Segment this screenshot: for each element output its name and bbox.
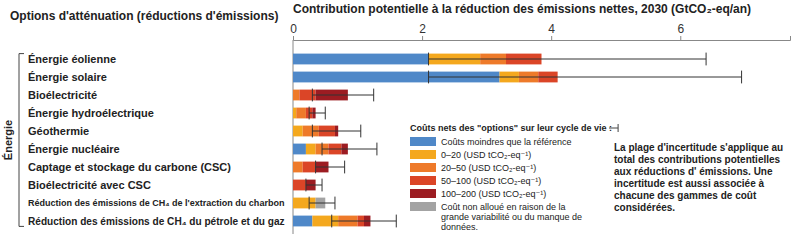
bar-segment — [293, 108, 296, 119]
legend-label: 100–200 (USD tCO₂-eq⁻¹) — [441, 189, 546, 199]
bar-segment — [293, 180, 306, 191]
category-label: Bioélectricité — [28, 89, 97, 101]
tick: 4 — [548, 22, 555, 40]
legend-swatch — [410, 176, 436, 185]
bar-segment — [293, 144, 306, 155]
bar-segment — [306, 144, 316, 155]
text-line: total des contributions potentielles — [614, 154, 781, 165]
y-axis-title: Options d'atténuation (réductions d'émis… — [10, 9, 278, 23]
axis-line — [294, 36, 791, 41]
annotation: La plage d'incertitude s'applique autota… — [614, 142, 783, 213]
bar-segment — [293, 90, 299, 101]
tick: 2 — [419, 22, 426, 40]
legend-label: 20–50 (USD tCO₂-eq⁻¹) — [441, 163, 536, 173]
legend-swatch — [410, 137, 436, 146]
tick: 6 — [677, 22, 684, 40]
tick-mark — [422, 36, 423, 40]
x-axis: 0 2 4 6 — [290, 22, 790, 41]
text-line: incertitude est aussi associée à — [614, 178, 765, 189]
text-line: Coûts moindres que la référence — [441, 137, 572, 147]
text-line: aux réductions d' émissions. Une — [614, 166, 773, 177]
group-label: Énergie — [2, 120, 14, 160]
legend: Coûts nets des "options" sur leur cycle … — [410, 123, 612, 232]
plot-area — [293, 53, 742, 228]
legend-label: Coûts moindres que la référence — [441, 137, 572, 147]
category-label: Énergie nucléaire — [28, 143, 120, 155]
legend-swatch — [410, 202, 436, 211]
text-line: 20–50 (USD tCO₂-eq⁻¹) — [441, 163, 536, 173]
category-label: Géothermie — [28, 125, 89, 137]
legend-item: 50–100 (USD tCO₂-eq⁻¹) — [410, 176, 541, 186]
text-line: chacune des gammes de coût — [614, 190, 757, 201]
category-label: Bioélectricité avec CSC — [28, 179, 151, 191]
tick: 0 — [290, 22, 297, 40]
bar-segment — [296, 108, 306, 119]
bar-segment — [293, 162, 303, 173]
error-bar — [306, 179, 322, 192]
tick-label: 4 — [548, 22, 555, 36]
legend-label: 0–20 (USD tCO₂-eq⁻¹) — [441, 150, 531, 160]
legend-item: Coûts moindres que la référence — [410, 137, 572, 147]
annotation-connector — [609, 124, 618, 132]
bar-segment — [303, 162, 316, 173]
group-bracket — [19, 54, 24, 227]
error-bar — [309, 107, 325, 120]
tick-label: 0 — [290, 22, 297, 36]
bar-segment — [293, 54, 429, 65]
category-label: Réduction des émissions de CH₄ du pétrol… — [28, 216, 285, 227]
legend-item: 20–50 (USD tCO₂-eq⁻¹) — [410, 163, 536, 173]
tick-label: 6 — [677, 22, 684, 36]
legend-item: 0–20 (USD tCO₂-eq⁻¹) — [410, 150, 531, 160]
legend-label: 50–100 (USD tCO₂-eq⁻¹) — [441, 176, 541, 186]
tick-mark — [293, 36, 294, 40]
chart-title: Contribution potentielle à la réduction … — [293, 2, 751, 16]
text-line: considérées. — [614, 202, 675, 213]
category-label: Énergie éolienne — [28, 53, 116, 65]
legend-title: Coûts nets des "options" sur leur cycle … — [410, 123, 612, 133]
category-label: Réduction des émissions de CH₄ de l'extr… — [28, 198, 284, 208]
error-bar — [312, 125, 360, 138]
error-bar — [316, 161, 345, 174]
legend-item: Coût non alloué en raison de lagrande va… — [410, 202, 582, 232]
legend-swatch — [410, 150, 436, 159]
text-line: grande variabilité ou du manque de — [441, 212, 582, 222]
category-label: Captage et stockage du carbone (CSC) — [28, 161, 231, 173]
text-line: données. — [441, 222, 478, 232]
error-bar — [429, 71, 742, 84]
legend-item: 100–200 (USD tCO₂-eq⁻¹) — [410, 189, 546, 199]
bar-segment — [293, 126, 303, 137]
error-bar — [429, 53, 707, 66]
tick-mark — [551, 36, 552, 40]
legend-label: Coût non alloué en raison de lagrande va… — [441, 202, 582, 232]
text-line: 100–200 (USD tCO₂-eq⁻¹) — [441, 189, 546, 199]
category-label: Énergie hydroélectrique — [28, 107, 154, 119]
error-bar — [309, 197, 335, 210]
error-bar — [332, 215, 397, 228]
text-line: 50–100 (USD tCO₂-eq⁻¹) — [441, 176, 541, 186]
error-bar — [322, 143, 377, 156]
text-line: Coût non alloué en raison de la — [441, 202, 566, 212]
legend-swatch — [410, 163, 436, 172]
series — [306, 90, 371, 227]
tick-mark — [680, 36, 681, 40]
bar-segment — [293, 216, 312, 227]
text-line: La plage d'incertitude s'applique au — [614, 142, 783, 153]
text-line: 0–20 (USD tCO₂-eq⁻¹) — [441, 150, 531, 160]
error-bar — [312, 89, 373, 102]
category-label: Énergie solaire — [28, 71, 107, 83]
tick-label: 2 — [419, 22, 426, 36]
chart: Contribution potentielle à la réduction … — [0, 0, 800, 236]
legend-swatch — [410, 189, 436, 198]
